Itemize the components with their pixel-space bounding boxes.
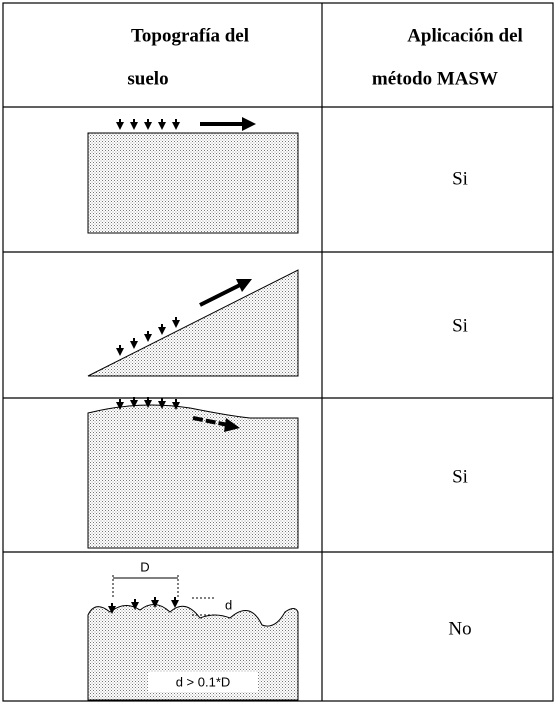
- diagram-label: d: [225, 597, 232, 612]
- diagram-slope: [87, 269, 299, 377]
- diagram-label: d > 0.1*D: [176, 674, 231, 689]
- answer: Si: [452, 168, 468, 189]
- header-text: Topografía del: [131, 25, 249, 46]
- diagram-undulating: [87, 396, 299, 549]
- header-text: Aplicación del: [407, 25, 523, 46]
- diagram-label: D: [140, 559, 149, 574]
- answer: Si: [452, 466, 468, 487]
- header-text: método MASW: [372, 68, 498, 89]
- diagram-flat: [87, 117, 299, 234]
- diagram-irregular: [87, 575, 299, 701]
- header-text: suelo: [127, 68, 168, 89]
- answer: Si: [452, 315, 468, 336]
- answer: No: [448, 618, 471, 639]
